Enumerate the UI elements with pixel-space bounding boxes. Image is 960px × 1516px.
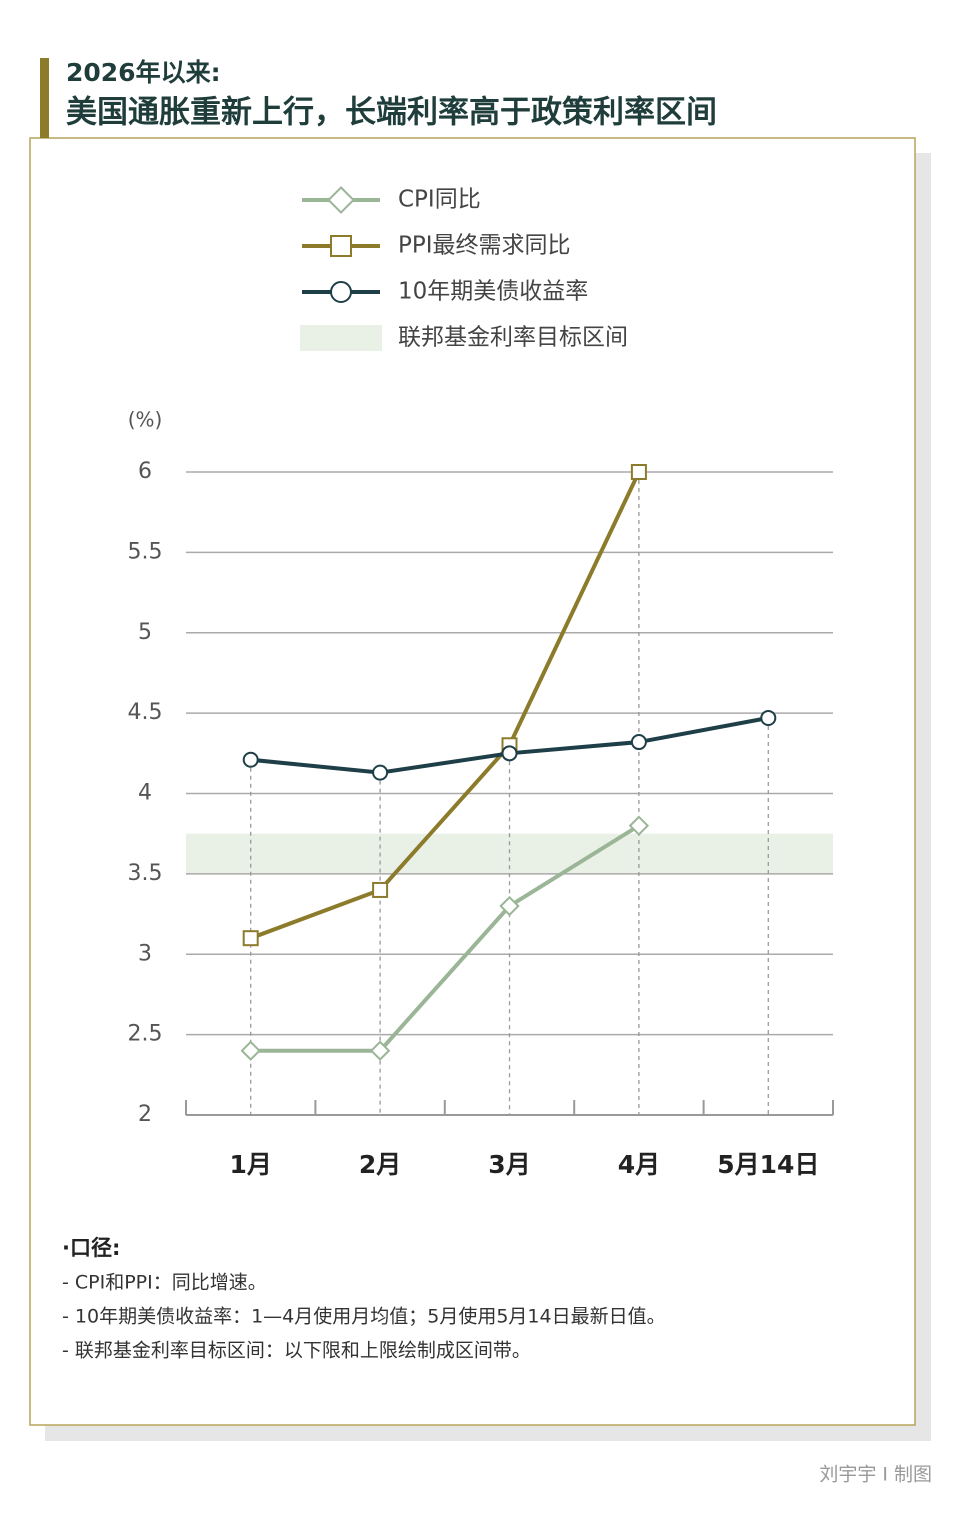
series-line: [250, 471, 641, 941]
credit: 刘宇宇 I 制图: [819, 1464, 932, 1486]
marker: [628, 815, 650, 836]
y-tick-label: 5.5: [128, 539, 163, 564]
marker: [242, 751, 259, 768]
y-tick-label: 4.5: [128, 700, 163, 725]
x-tick-label: 1月: [229, 1150, 271, 1179]
card: [29, 137, 916, 1426]
legend-marker: [330, 281, 352, 303]
note: - 联邦基金利率目标区间：以下限和上限绘制成区间带。: [62, 1340, 531, 1362]
legend-label: 联邦基金利率目标区间: [398, 325, 628, 351]
kicker: 2026年以来:: [66, 58, 221, 87]
marker: [240, 1040, 261, 1061]
marker: [630, 734, 647, 751]
marker: [372, 764, 389, 781]
marker: [501, 745, 518, 762]
x-tick-label: 4月: [618, 1150, 660, 1179]
y-tick-label: 5: [138, 620, 152, 645]
legend-label: CPI同比: [398, 187, 481, 213]
legend-band: [300, 325, 382, 351]
marker: [499, 895, 520, 917]
title-accent: [40, 58, 49, 138]
marker: [630, 464, 647, 480]
notes-heading: ·口径:: [62, 1236, 120, 1260]
series-line: [250, 823, 640, 1053]
legend-label: PPI最终需求同比: [398, 233, 571, 259]
legend-marker: [327, 186, 355, 214]
marker: [760, 709, 777, 726]
y-tick-label: 3: [138, 941, 152, 966]
y-unit: (%): [128, 408, 163, 432]
x-tick-label: 2月: [359, 1150, 401, 1179]
marker: [369, 1040, 391, 1061]
y-tick-label: 2: [138, 1102, 152, 1127]
legend-marker: [330, 235, 352, 257]
legend-label: 10年期美债收益率: [398, 279, 588, 305]
marker: [242, 930, 259, 947]
title: 美国通胀重新上行，长端利率高于政策利率区间: [66, 95, 717, 131]
x-tick-label: 3月: [488, 1150, 530, 1179]
y-tick-label: 3.5: [128, 861, 163, 886]
note: - 10年期美债收益率：1—4月使用月均值；5月使用5月14日最新日值。: [62, 1306, 666, 1328]
y-tick-label: 6: [138, 459, 152, 484]
y-tick-label: 2.5: [128, 1022, 163, 1047]
note: - CPI和PPI：同比增速。: [62, 1272, 267, 1294]
y-tick-label: 4: [138, 781, 152, 806]
marker: [372, 881, 389, 898]
x-tick-label: 5月14日: [717, 1150, 819, 1179]
